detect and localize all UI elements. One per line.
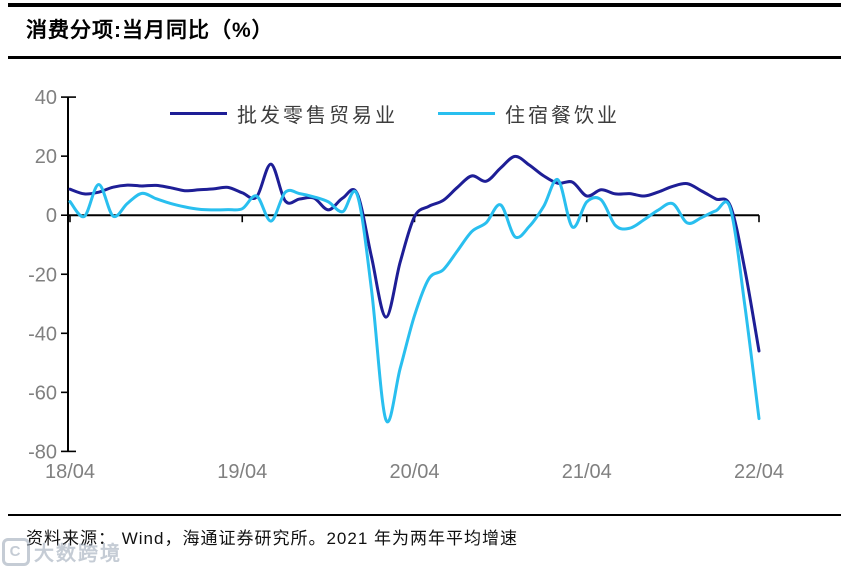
- x-tick-label: 22/04: [734, 461, 784, 483]
- series-line-wholesale-retail: [68, 154, 761, 353]
- legend-line-swatch-navy: [170, 112, 227, 115]
- watermark: C 大数跨境: [2, 537, 122, 566]
- y-tick-label: -20: [28, 264, 57, 286]
- x-tick-label: 21/04: [562, 461, 612, 483]
- legend-line-swatch-cyan: [438, 112, 495, 115]
- chart-legend: 批发零售贸易业 住宿餐饮业: [170, 99, 620, 128]
- legend-label-accommodation-catering: 住宿餐饮业: [505, 105, 620, 127]
- legend-item-wholesale-retail: 批发零售贸易业: [170, 99, 398, 128]
- y-tick-label: -60: [28, 382, 57, 404]
- legend-item-accommodation-catering: 住宿餐饮业: [438, 99, 620, 128]
- x-tick-label: 20/04: [389, 461, 439, 483]
- watermark-logo-icon: C: [2, 537, 30, 566]
- y-tick-label: 0: [46, 205, 57, 227]
- page-title: 消费分项:当月同比（%）: [26, 19, 274, 42]
- y-tick-label: 40: [35, 87, 57, 109]
- x-tick-label: 19/04: [217, 461, 267, 483]
- watermark-text: 大数跨境: [34, 543, 122, 565]
- series-line-accommodation-catering: [68, 178, 761, 424]
- y-tick-label: -80: [28, 441, 57, 463]
- footer-rule: [8, 514, 841, 516]
- title-underline-rule: [8, 56, 841, 59]
- source-note: 资料来源： Wind，海通证券研究所。2021 年为两年平均增速: [26, 529, 518, 548]
- top-rule: [8, 3, 841, 7]
- x-tick-label: 18/04: [45, 461, 95, 483]
- y-tick-label: -40: [28, 323, 57, 345]
- y-tick-label: 20: [35, 146, 57, 168]
- legend-label-wholesale-retail: 批发零售贸易业: [237, 105, 398, 127]
